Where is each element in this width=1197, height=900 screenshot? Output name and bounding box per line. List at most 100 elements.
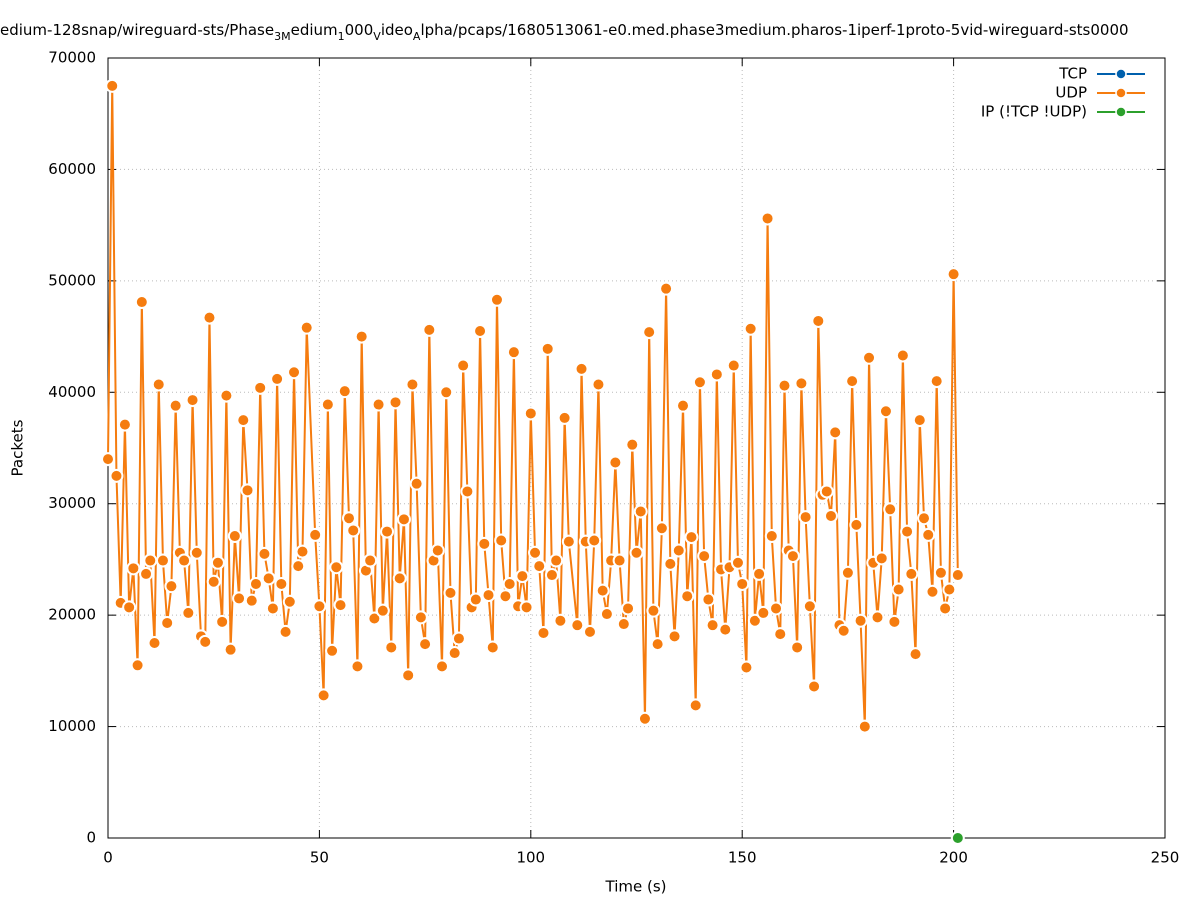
data-point [612, 553, 627, 568]
title-part: ideo [381, 21, 413, 39]
x-tick-label: 150 [728, 849, 757, 867]
data-point [557, 410, 572, 425]
data-point [794, 376, 809, 391]
data-point [316, 688, 331, 703]
data-point [823, 508, 838, 523]
x-tick-label: 50 [310, 849, 329, 867]
data-point [282, 594, 297, 609]
data-point [650, 637, 665, 652]
data-point [439, 385, 454, 400]
data-point [819, 484, 834, 499]
data-point [308, 527, 323, 542]
data-point [570, 618, 585, 633]
data-point [447, 646, 462, 661]
data-point [401, 668, 416, 683]
y-tick-label: 70000 [48, 49, 96, 67]
data-point [840, 565, 855, 580]
data-point [219, 388, 234, 403]
data-point [160, 615, 175, 630]
x-tick-label: 0 [103, 849, 113, 867]
data-point [807, 679, 822, 694]
data-point [536, 625, 551, 640]
data-point [502, 576, 517, 591]
data-point [895, 348, 910, 363]
x-axis-label: Time (s) [605, 878, 667, 896]
data-point [380, 524, 395, 539]
data-point [494, 533, 509, 548]
data-point [726, 358, 741, 373]
data-point [747, 613, 762, 628]
data-point [528, 545, 543, 560]
legend-swatch [1115, 68, 1127, 80]
data-point [938, 601, 953, 616]
data-point [388, 395, 403, 410]
data-point [692, 375, 707, 390]
data-point [143, 553, 158, 568]
data-point [147, 636, 162, 650]
data-point [227, 529, 242, 544]
data-point [354, 329, 369, 344]
data-point [629, 545, 644, 560]
data-point [151, 377, 166, 392]
data-point [240, 483, 255, 498]
data-point [413, 610, 428, 625]
data-point [836, 623, 851, 638]
y-tick-label: 10000 [48, 717, 96, 735]
x-tick-label: 250 [1151, 849, 1180, 867]
data-point [451, 631, 466, 646]
y-tick-label: 30000 [48, 494, 96, 512]
chart-title: edium-128snap/wireguard-sts/Phase3Medium… [0, 21, 1129, 43]
data-point [591, 377, 606, 392]
data-point [891, 582, 906, 597]
legend-swatch [1115, 87, 1127, 99]
data-point [878, 404, 893, 419]
data-point [468, 592, 483, 607]
data-point [189, 545, 204, 560]
data-point [532, 559, 547, 574]
data-point [599, 607, 614, 622]
data-point [168, 398, 183, 413]
data-point [320, 397, 335, 412]
data-point [735, 576, 750, 591]
data-point [760, 211, 775, 226]
data-point [515, 569, 530, 584]
data-point [177, 553, 192, 568]
data-point [223, 642, 238, 657]
data-point [278, 624, 293, 639]
data-point [929, 374, 944, 389]
data-point [616, 617, 631, 632]
x-tick-label: 200 [939, 849, 968, 867]
data-point [654, 521, 669, 536]
y-tick-label: 50000 [48, 271, 96, 289]
data-point [785, 549, 800, 564]
title-part: 3M [274, 30, 291, 43]
data-point [553, 613, 568, 628]
data-point [764, 529, 779, 544]
data-point [671, 543, 686, 558]
y-tick-label: 20000 [48, 606, 96, 624]
data-point [253, 380, 268, 395]
data-point [925, 584, 940, 599]
title-part: edium-128snap/wireguard-sts/Phase [0, 21, 274, 39]
data-point [718, 622, 733, 637]
data-point [946, 267, 961, 282]
y-tick-label: 40000 [48, 383, 96, 401]
data-point [621, 601, 636, 616]
data-point [337, 384, 352, 399]
data-point [625, 437, 640, 452]
data-point [540, 341, 555, 356]
data-point [261, 571, 276, 586]
data-point [181, 605, 196, 620]
data-point [164, 579, 179, 594]
title-part: 1 [338, 30, 345, 43]
data-point [367, 611, 382, 626]
data-point [257, 546, 272, 561]
legend-label: IP (!TCP !UDP) [981, 103, 1087, 121]
series-line [107, 85, 959, 727]
data-point [574, 361, 589, 376]
data-point [198, 634, 213, 649]
data-point [506, 345, 521, 360]
data-point [460, 484, 475, 499]
data-point [811, 313, 826, 328]
